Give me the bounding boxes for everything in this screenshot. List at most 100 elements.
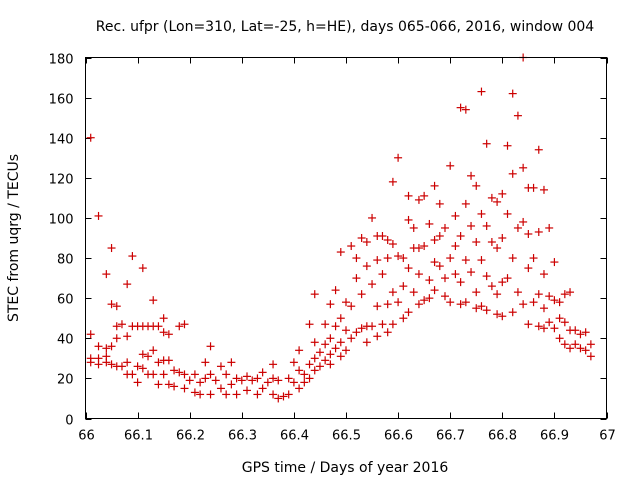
- x-tick-label: 66.7: [436, 429, 465, 444]
- data-point: [550, 296, 559, 305]
- data-point: [581, 346, 590, 355]
- data-point: [154, 380, 163, 389]
- data-point: [404, 308, 413, 317]
- data-point: [586, 340, 595, 349]
- data-point: [467, 268, 476, 277]
- data-point: [508, 254, 517, 263]
- data-point: [529, 254, 538, 263]
- data-point: [409, 288, 418, 297]
- data-point: [159, 314, 168, 323]
- data-point: [368, 322, 377, 331]
- x-tick-label: 66.2: [176, 429, 205, 444]
- data-point: [133, 378, 142, 387]
- data-point: [211, 376, 220, 385]
- data-point: [399, 314, 408, 323]
- data-point: [269, 390, 278, 399]
- data-point: [107, 342, 116, 351]
- data-point: [534, 322, 543, 331]
- data-point: [566, 288, 575, 297]
- data-point: [342, 326, 350, 335]
- data-point: [300, 370, 309, 379]
- data-point: [451, 211, 460, 220]
- data-point: [326, 334, 335, 343]
- data-point: [446, 254, 455, 263]
- data-point: [388, 177, 397, 186]
- data-point: [451, 270, 460, 279]
- data-point: [305, 360, 314, 369]
- data-point: [503, 141, 512, 150]
- data-point: [368, 280, 377, 289]
- data-point: [144, 352, 153, 361]
- data-point: [253, 390, 262, 399]
- data-point: [274, 376, 283, 385]
- x-tick-label: 67: [599, 429, 616, 444]
- data-point: [472, 288, 481, 297]
- data-point: [461, 298, 470, 307]
- data-point: [435, 199, 444, 208]
- data-point: [560, 340, 569, 349]
- data-point: [545, 292, 554, 301]
- data-point: [566, 344, 575, 353]
- data-point: [456, 103, 465, 112]
- data-point: [425, 294, 434, 303]
- data-point: [477, 209, 486, 218]
- data-point: [467, 171, 476, 180]
- data-point: [435, 231, 444, 240]
- data-point: [347, 302, 356, 311]
- data-point: [487, 193, 496, 202]
- data-point: [555, 314, 564, 323]
- data-point: [310, 366, 319, 375]
- data-point: [138, 264, 147, 273]
- data-point: [102, 358, 111, 367]
- data-point: [190, 388, 199, 397]
- data-point: [123, 280, 132, 289]
- data-point: [430, 286, 439, 295]
- data-point: [383, 236, 392, 245]
- data-point: [269, 360, 278, 369]
- data-point: [164, 380, 173, 389]
- data-point: [477, 256, 486, 265]
- data-point: [284, 390, 293, 399]
- data-point: [482, 272, 491, 281]
- data-point: [206, 370, 215, 379]
- data-point: [164, 356, 173, 365]
- data-point: [394, 252, 403, 261]
- data-point: [425, 276, 434, 285]
- data-point: [300, 378, 309, 387]
- data-point: [498, 312, 507, 321]
- y-tick-label: 80: [57, 253, 74, 268]
- data-point: [467, 221, 476, 230]
- data-point: [420, 242, 429, 251]
- data-point: [128, 370, 137, 379]
- data-point: [472, 238, 481, 247]
- data-point: [196, 378, 205, 387]
- data-point: [295, 366, 304, 375]
- data-point: [487, 238, 496, 247]
- data-point: [206, 390, 215, 399]
- data-point: [534, 145, 543, 154]
- y-axis-label: STEC from uqrg / TECUs: [6, 154, 22, 322]
- data-point: [534, 227, 543, 236]
- data-point: [513, 223, 522, 232]
- data-point: [503, 209, 512, 218]
- y-tick-label: 0: [65, 414, 73, 429]
- data-point: [487, 282, 496, 291]
- data-point: [164, 330, 173, 339]
- data-point: [414, 195, 423, 204]
- data-point: [310, 354, 319, 363]
- data-point: [576, 344, 585, 353]
- data-point: [414, 270, 423, 279]
- y-tick-label: 40: [57, 333, 74, 348]
- data-point: [482, 139, 491, 148]
- data-point: [451, 242, 460, 251]
- data-point: [571, 326, 580, 335]
- data-point: [388, 320, 397, 329]
- data-point: [529, 183, 538, 192]
- x-tick-label: 66.6: [384, 429, 413, 444]
- data-point: [94, 211, 103, 220]
- data-point: [440, 223, 449, 232]
- data-point: [539, 270, 548, 279]
- data-point: [315, 362, 324, 371]
- data-point: [117, 362, 126, 371]
- data-point: [430, 181, 439, 190]
